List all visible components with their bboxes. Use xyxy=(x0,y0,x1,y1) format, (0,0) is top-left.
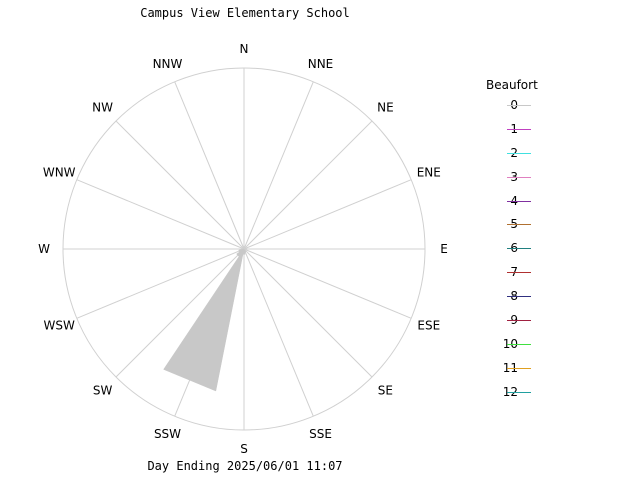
spoke-wnw xyxy=(76,179,245,250)
legend-item: 8 xyxy=(486,287,606,311)
direction-labels: N NNE NE ENE E ESE SE SSE S SSW SW WSW W WNW NW NNW xyxy=(38,42,448,456)
legend-item: 3 xyxy=(486,168,606,192)
legend-item: 1 xyxy=(486,120,606,144)
direction-label-nw: NW xyxy=(92,101,113,115)
legend-item: 12 xyxy=(486,383,606,407)
spoke-ene xyxy=(243,179,412,250)
direction-label-sw: SW xyxy=(93,383,113,397)
spoke-se xyxy=(243,248,373,378)
direction-label-ssw: SSW xyxy=(154,427,181,441)
legend-item-swatch xyxy=(507,105,531,106)
legend-item-swatch xyxy=(507,200,531,202)
petal-wsw xyxy=(238,248,245,253)
legend-item-swatch xyxy=(507,248,531,250)
direction-label-n: N xyxy=(240,42,249,56)
direction-label-ene: ENE xyxy=(417,166,441,180)
legend-item: 0 xyxy=(486,96,606,120)
direction-label-nne: NNE xyxy=(308,57,334,71)
legend-item-swatch xyxy=(507,320,531,322)
legend-item: 9 xyxy=(486,311,606,335)
spoke-nnw xyxy=(174,81,245,250)
direction-label-ese: ESE xyxy=(417,319,440,333)
legend-item-swatch xyxy=(507,152,531,154)
spoke-ne xyxy=(243,120,373,250)
legend-title: Beaufort xyxy=(486,78,538,92)
direction-label-wnw: WNW xyxy=(43,166,76,180)
legend-rows: 0123456789101112 xyxy=(486,96,606,407)
direction-label-sse: SSE xyxy=(309,427,332,441)
legend-item-swatch xyxy=(507,176,531,178)
legend-item: 5 xyxy=(486,215,606,239)
legend-item-swatch xyxy=(507,296,531,298)
direction-label-nnw: NNW xyxy=(153,57,183,71)
legend-item: 11 xyxy=(486,359,606,383)
legend-item: 2 xyxy=(486,144,606,168)
legend-item-swatch xyxy=(507,224,531,226)
legend-item-swatch xyxy=(507,343,531,345)
direction-label-w: W xyxy=(38,242,50,256)
legend-item: 6 xyxy=(486,239,606,263)
spoke-wsw xyxy=(76,248,245,319)
petal-ssw xyxy=(163,248,245,392)
legend-item: 10 xyxy=(486,335,606,359)
spoke-nne xyxy=(243,81,314,250)
spoke-nw xyxy=(115,120,245,250)
legend-item: 4 xyxy=(486,192,606,216)
chart-footer: Day Ending 2025/06/01 11:07 xyxy=(147,459,343,473)
legend-item-swatch xyxy=(507,272,531,274)
wind-rose: N NNE NE ENE E ESE SE SSE S SSW SW WSW W WNW NW NNW xyxy=(38,42,448,456)
direction-label-e: E xyxy=(440,242,448,256)
rose-petals xyxy=(163,248,247,392)
legend-item: 7 xyxy=(486,263,606,287)
spoke-ese xyxy=(243,248,412,319)
spoke-sse xyxy=(243,248,314,417)
direction-label-se: SE xyxy=(378,383,393,397)
spoke-sw xyxy=(115,248,245,378)
chart-title: Campus View Elementary School xyxy=(140,6,350,20)
beaufort-legend: Beaufort 0123456789101112 xyxy=(486,78,606,407)
direction-label-s: S xyxy=(240,442,248,456)
direction-label-ne: NE xyxy=(377,101,394,115)
direction-label-wsw: WSW xyxy=(44,319,75,333)
legend-item-swatch xyxy=(507,391,531,393)
petal-sse xyxy=(243,248,247,253)
legend-item-swatch xyxy=(507,367,531,369)
legend-item-swatch xyxy=(507,128,531,130)
